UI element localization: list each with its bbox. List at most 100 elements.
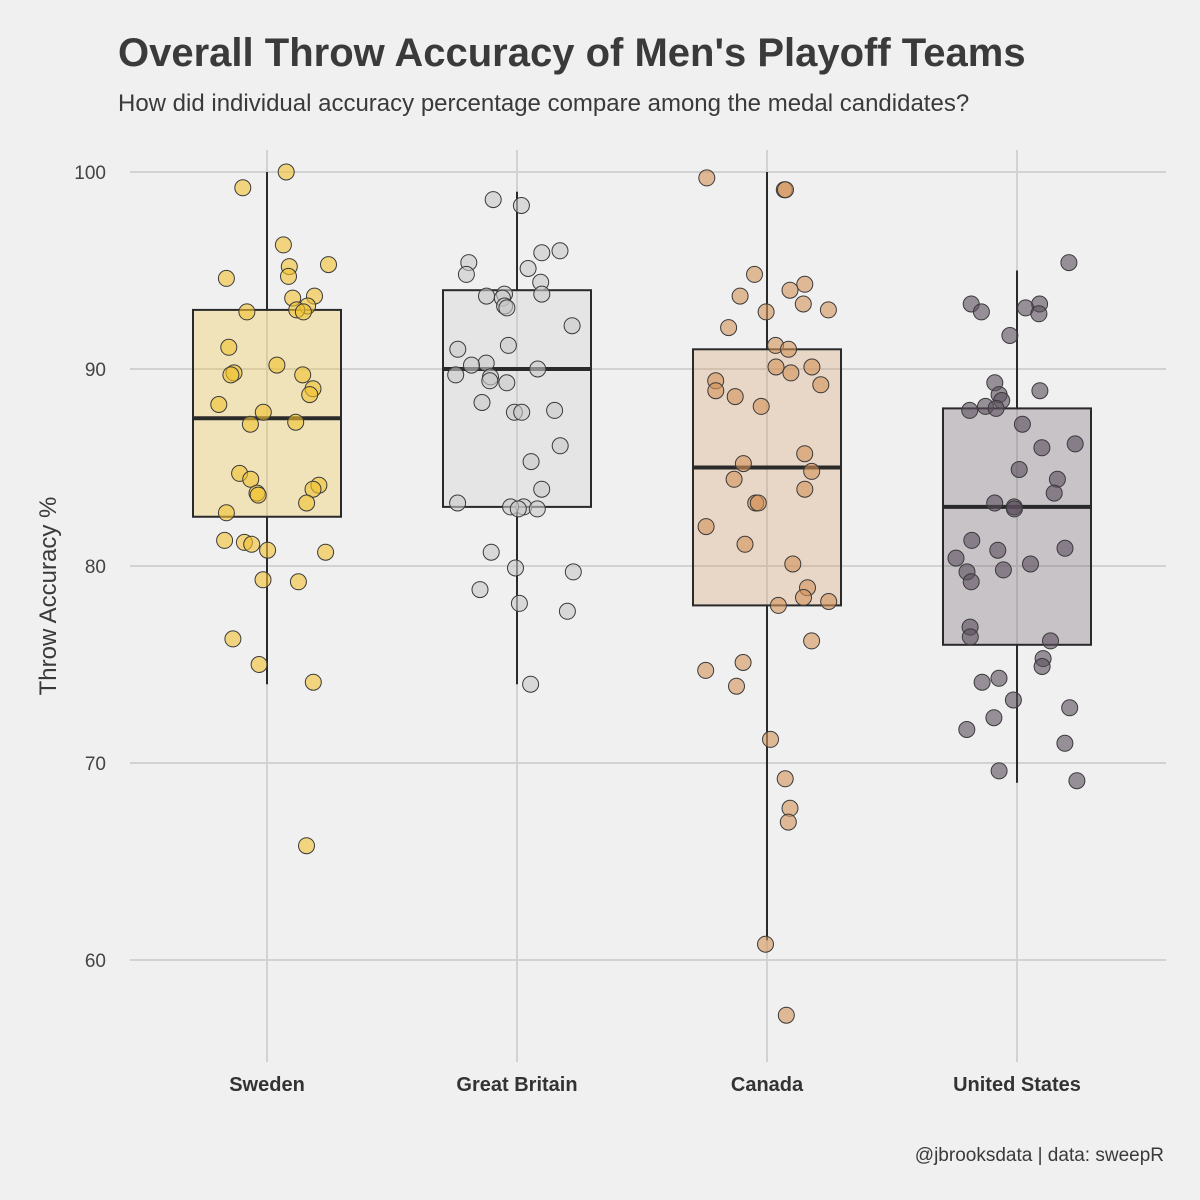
data-point bbox=[962, 573, 980, 591]
data-point bbox=[222, 366, 240, 384]
data-point bbox=[268, 356, 286, 374]
data-point bbox=[776, 770, 794, 788]
data-point bbox=[509, 500, 527, 518]
data-point bbox=[985, 709, 1003, 727]
data-point bbox=[769, 596, 787, 614]
data-point bbox=[1056, 734, 1074, 752]
data-point bbox=[498, 299, 516, 317]
data-point bbox=[498, 374, 516, 392]
data-point bbox=[294, 366, 312, 384]
chart-caption: @jbrooksdata | data: sweepR bbox=[915, 1145, 1164, 1166]
data-point bbox=[1042, 632, 1059, 650]
data-point bbox=[249, 486, 267, 504]
data-point bbox=[1005, 500, 1023, 518]
x-tick-label: Sweden bbox=[229, 1074, 305, 1096]
data-point bbox=[987, 399, 1005, 417]
x-axis-ticks: Sweden Great Britain Canada United States bbox=[229, 1074, 1081, 1096]
data-point bbox=[473, 394, 491, 411]
data-point bbox=[449, 340, 467, 358]
y-tick-label: 90 bbox=[85, 360, 106, 381]
data-point bbox=[1010, 461, 1028, 478]
data-point bbox=[528, 500, 546, 518]
chart-subtitle: How did individual accuracy percentage c… bbox=[118, 90, 969, 117]
data-point bbox=[216, 531, 234, 549]
data-point bbox=[1004, 691, 1022, 709]
data-point bbox=[779, 813, 797, 831]
data-point bbox=[734, 654, 752, 671]
data-point bbox=[697, 661, 715, 679]
y-tick-label: 80 bbox=[85, 557, 106, 578]
data-point bbox=[217, 504, 235, 522]
data-point bbox=[796, 480, 814, 498]
data-point bbox=[242, 470, 260, 488]
data-point bbox=[447, 366, 465, 384]
data-point bbox=[762, 730, 779, 748]
jitter-points bbox=[210, 163, 1086, 1024]
data-point bbox=[277, 163, 295, 181]
points-united-states bbox=[947, 254, 1086, 790]
data-point bbox=[777, 181, 794, 199]
data-point bbox=[752, 397, 770, 415]
data-point bbox=[1048, 470, 1066, 488]
data-point bbox=[481, 372, 499, 390]
data-point bbox=[259, 541, 277, 559]
data-point bbox=[994, 561, 1012, 579]
data-point bbox=[289, 573, 307, 591]
data-point bbox=[287, 413, 305, 431]
data-point bbox=[512, 197, 530, 214]
data-point bbox=[796, 445, 814, 463]
boxplot-sweden bbox=[192, 172, 342, 685]
data-point bbox=[217, 269, 235, 287]
data-point bbox=[510, 594, 528, 612]
data-point bbox=[1061, 699, 1079, 717]
data-point bbox=[990, 669, 1008, 687]
data-point bbox=[803, 358, 821, 376]
data-point bbox=[726, 388, 744, 406]
data-point bbox=[241, 415, 259, 433]
data-point bbox=[707, 382, 725, 400]
data-point bbox=[780, 340, 797, 358]
data-point bbox=[757, 303, 775, 321]
data-point bbox=[1045, 484, 1063, 502]
data-point bbox=[304, 673, 322, 691]
data-point bbox=[522, 453, 540, 471]
data-point bbox=[1031, 382, 1049, 400]
data-point bbox=[564, 563, 582, 581]
data-point bbox=[749, 494, 767, 512]
data-point bbox=[1013, 415, 1031, 433]
y-tick-label: 60 bbox=[85, 951, 106, 972]
points-sweden bbox=[210, 163, 337, 855]
data-point bbox=[1060, 254, 1078, 272]
data-point bbox=[238, 303, 256, 321]
data-point bbox=[963, 531, 981, 549]
data-point bbox=[457, 265, 475, 283]
data-point bbox=[320, 256, 337, 274]
data-point bbox=[795, 589, 812, 606]
data-point bbox=[958, 721, 976, 738]
data-point bbox=[463, 356, 480, 374]
data-point bbox=[803, 462, 821, 480]
data-point bbox=[1033, 439, 1051, 457]
data-point bbox=[796, 275, 814, 293]
data-point bbox=[782, 364, 800, 382]
data-point bbox=[499, 336, 517, 354]
data-point bbox=[697, 518, 715, 536]
data-point bbox=[298, 494, 316, 512]
data-point bbox=[972, 303, 990, 321]
x-tick-label: Great Britain bbox=[456, 1074, 577, 1096]
data-point bbox=[250, 656, 268, 673]
boxplot-canada bbox=[692, 172, 842, 941]
data-point bbox=[551, 437, 569, 455]
points-canada bbox=[697, 169, 838, 1024]
data-point bbox=[519, 260, 537, 277]
y-tick-label: 100 bbox=[74, 163, 106, 184]
data-point bbox=[484, 191, 502, 209]
y-tick-label: 70 bbox=[85, 754, 106, 775]
x-tick-label: Canada bbox=[731, 1074, 804, 1096]
y-axis-ticks: 60 70 80 90 100 bbox=[74, 163, 106, 972]
data-point bbox=[533, 480, 551, 498]
data-point bbox=[317, 543, 335, 561]
data-point bbox=[449, 494, 467, 512]
data-point bbox=[482, 543, 500, 561]
data-point bbox=[990, 762, 1008, 780]
